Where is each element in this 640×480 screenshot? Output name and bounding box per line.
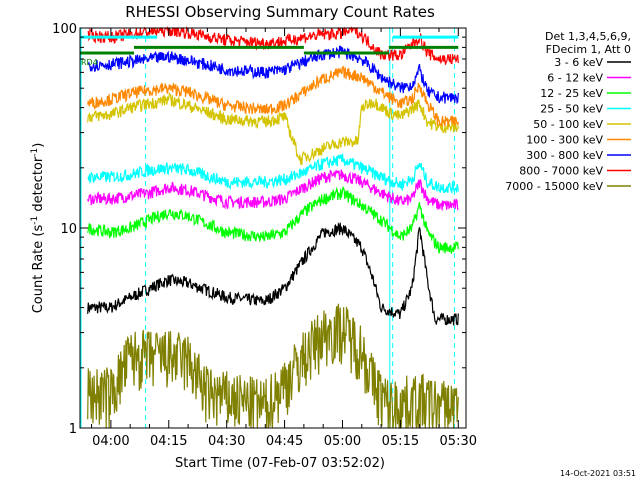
y-axis-label-sup1: -1 (30, 216, 40, 225)
y-axis-label-sup2: -1 (30, 148, 40, 157)
y-axis-label-mid: detector (31, 156, 46, 216)
series-line-0 (87, 221, 459, 326)
series-line-1 (87, 169, 459, 211)
y-tick-label: 1 (69, 422, 77, 437)
legend-entry-label: 100 - 300 keV (526, 134, 603, 147)
x-tick-label: 05:30 (440, 434, 477, 449)
legend-entry-label: 12 - 25 keV (540, 87, 603, 100)
legend-header-line: Det 1,3,4,5,6,9, (545, 30, 631, 43)
attenuator-label: RD4 (81, 58, 98, 67)
legend: Det 1,3,4,5,6,9,FDecim 1, Att 03 - 6 keV… (505, 30, 631, 193)
series-line-5 (87, 65, 459, 128)
axes: 1 10 100 04:00 04:15 04:30 04:45 05:00 05:15 05:3… (52, 22, 477, 449)
x-tick-label: 04:00 (92, 434, 129, 449)
plot-area: RD4 (80, 25, 459, 429)
y-tick-label: 10 (60, 222, 77, 237)
y-axis-label-main: Count Rate (s (31, 225, 46, 314)
y-axis-label: Count Rate (s-1 detector-1) (30, 143, 46, 314)
legend-entry-label: 3 - 6 keV (554, 56, 603, 69)
x-tick-label: 04:15 (150, 434, 187, 449)
legend-entry-label: 7000 - 15000 keV (505, 180, 603, 193)
x-tick-label: 05:00 (324, 434, 361, 449)
chart-title: RHESSI Observing Summary Count Rates (125, 3, 435, 21)
legend-entry-label: 300 - 800 keV (526, 149, 603, 162)
x-axis-label: Start Time (07-Feb-07 03:52:02) (175, 456, 385, 471)
x-tick-label: 04:45 (266, 434, 303, 449)
y-axis-label-end: ) (31, 143, 46, 148)
legend-entry-label: 50 - 100 keV (533, 118, 603, 131)
legend-entry-label: 25 - 50 keV (540, 103, 603, 116)
legend-entry-label: 6 - 12 keV (547, 72, 603, 85)
series-line-2 (87, 186, 459, 254)
series-line-4 (87, 92, 459, 165)
series-line-6 (87, 45, 459, 105)
series-line-3 (87, 153, 459, 194)
x-tick-label: 05:15 (382, 434, 419, 449)
series-line-7 (87, 25, 459, 65)
x-tick-label: 04:30 (208, 434, 245, 449)
y-tick-label: 100 (52, 22, 77, 37)
series-line-8 (87, 303, 459, 429)
legend-entry-label: 800 - 7000 keV (519, 165, 603, 178)
legend-header-line: FDecim 1, Att 0 (546, 43, 631, 56)
footer-timestamp: 14-Oct-2021 03:51 (560, 469, 636, 478)
